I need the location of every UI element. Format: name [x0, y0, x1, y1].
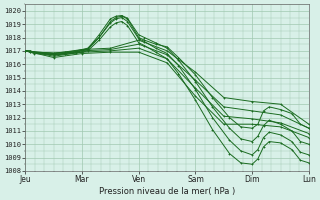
X-axis label: Pression niveau de la mer( hPa ): Pression niveau de la mer( hPa )	[99, 187, 235, 196]
